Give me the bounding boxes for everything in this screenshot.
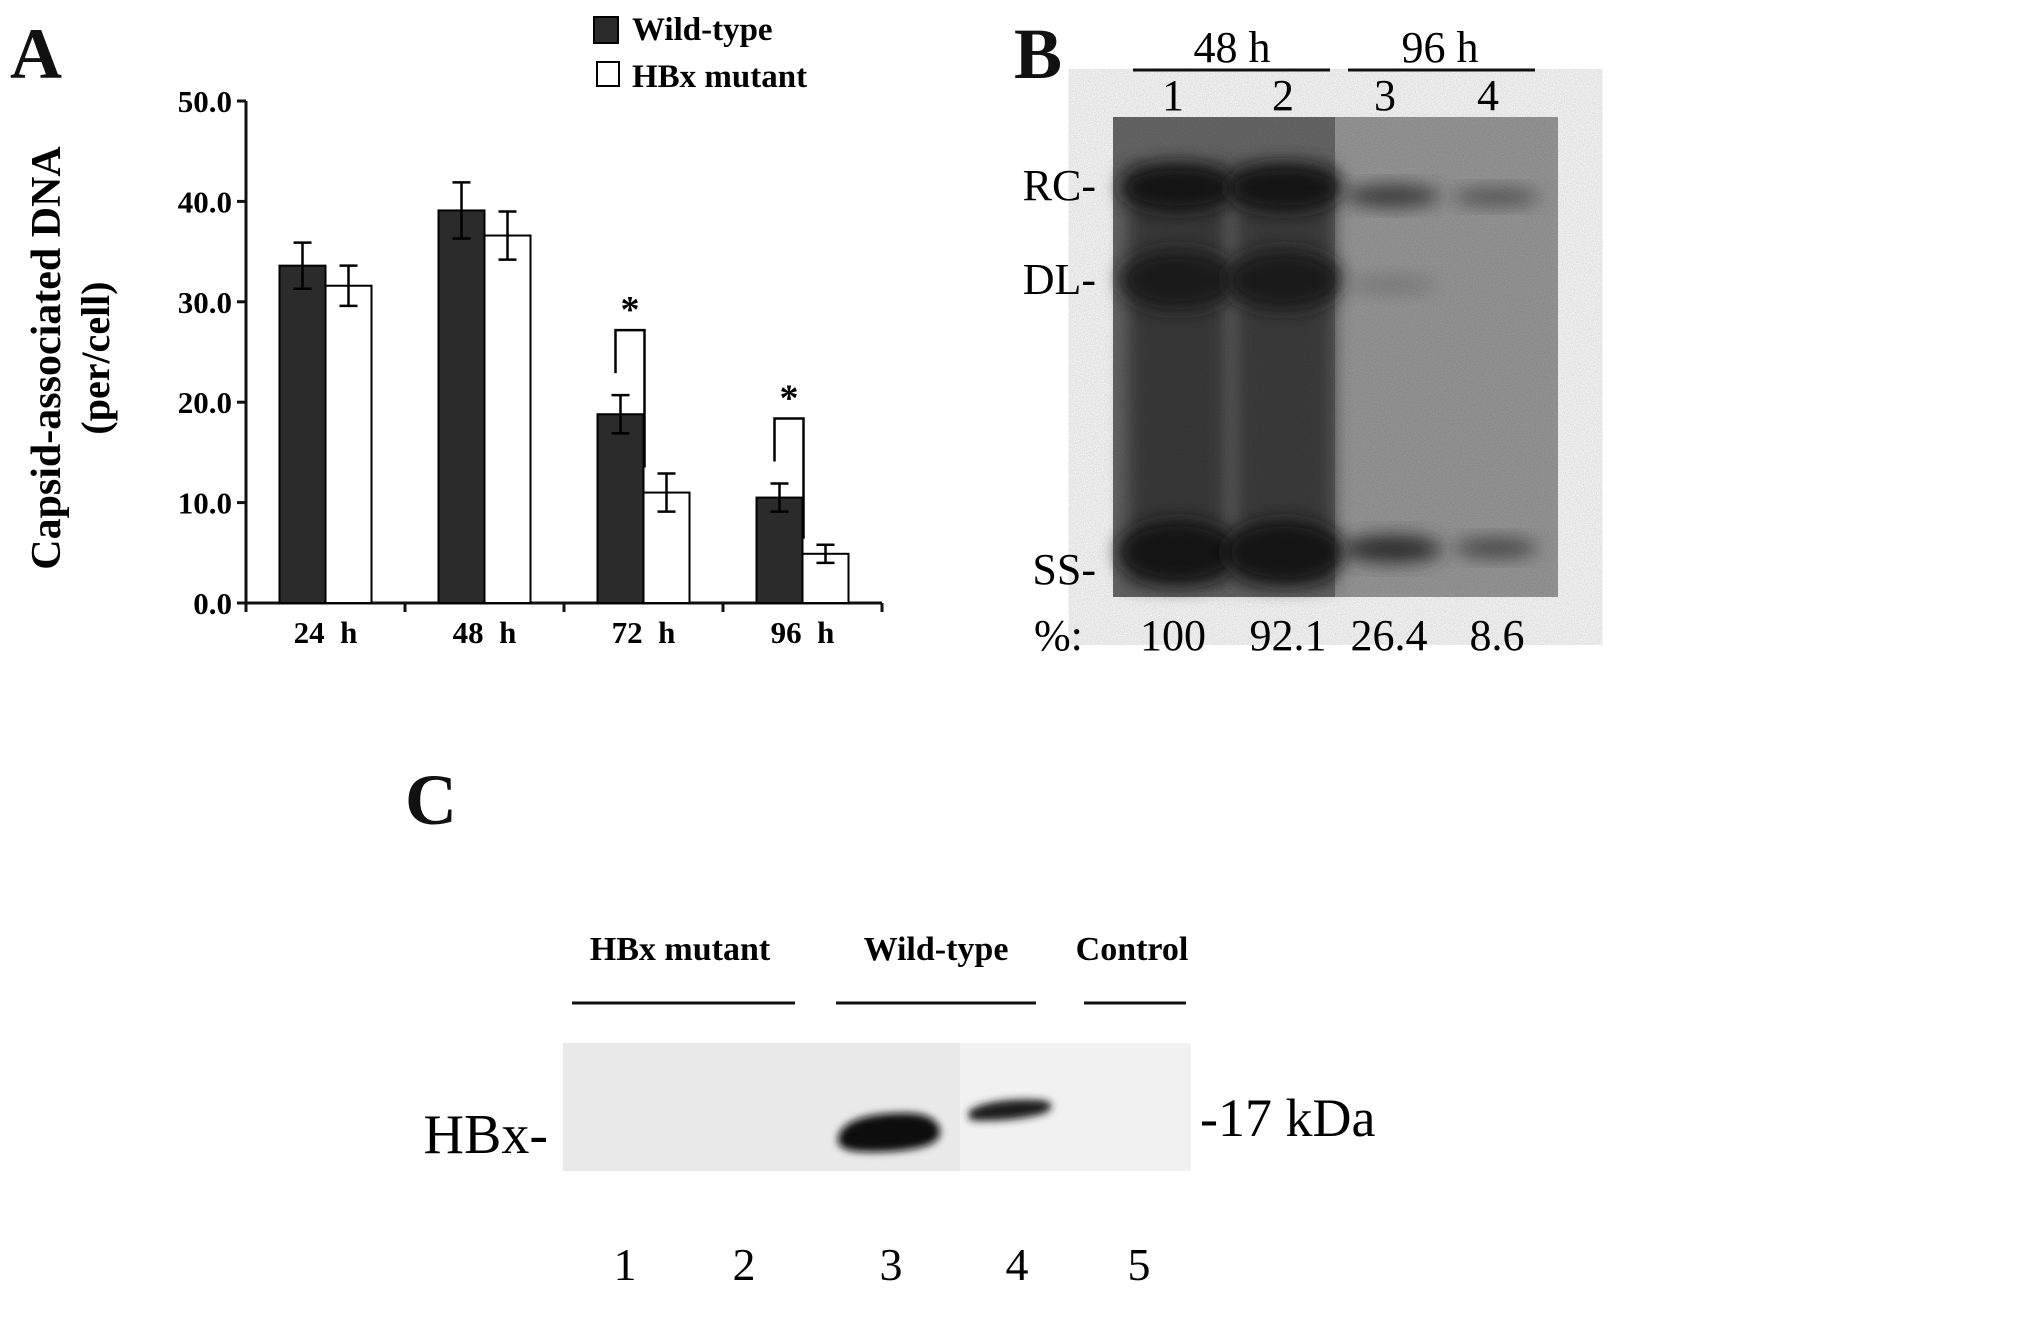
y-tick-label: 40.0	[178, 184, 232, 219]
y-axis-label: Capsid-associated DNA (per/cell)	[24, 146, 118, 570]
significance-star: *	[780, 378, 799, 420]
blot-c-group-hbx-mutant: HBx mutant	[590, 931, 771, 968]
y-tick-label: 30.0	[178, 285, 232, 320]
significance-bracket	[614, 328, 646, 468]
x-tick-label: 24 h	[294, 615, 358, 650]
blot-c-image	[563, 1043, 1191, 1171]
bar	[596, 413, 645, 604]
panel-c-blot: HBx mutant Wild-type Control HBx- -17 kD…	[424, 931, 1376, 1290]
panel-a-letter: A	[10, 14, 62, 94]
panel-c-letter: C	[405, 760, 457, 840]
bar	[755, 496, 804, 604]
y-tick-label: 0.0	[193, 586, 232, 621]
x-tick-label: 48 h	[453, 615, 517, 650]
blot-b-group-96h: 96 h	[1402, 23, 1479, 72]
legend-label-hbx-mutant: HBx mutant	[632, 59, 807, 95]
percent-lane-3: 26.4	[1351, 611, 1428, 660]
significance-star: *	[621, 289, 640, 331]
blot-b-image	[1113, 117, 1558, 597]
bar	[278, 264, 327, 604]
band-label-rc: RC-	[1023, 161, 1096, 210]
bar	[483, 234, 532, 604]
y-tick-label: 20.0	[178, 385, 232, 420]
blot-c-lane-5: 5	[1128, 1239, 1151, 1290]
blot-b-lane-4: 4	[1477, 71, 1499, 120]
panel-a-chart: Wild-type HBx mutant Capsid-associated D…	[24, 12, 884, 650]
y-axis-label-line1: Capsid-associated DNA	[24, 146, 70, 570]
percent-lane-4: 8.6	[1470, 611, 1525, 660]
blot-c-lane-1: 1	[614, 1239, 637, 1290]
legend-swatch-wild-type	[593, 16, 619, 44]
blot-b-group-48h: 48 h	[1194, 23, 1271, 72]
blot-c-lane-4: 4	[1006, 1239, 1029, 1290]
blot-b-lane-1: 1	[1162, 71, 1184, 120]
percent-label: %:	[1034, 611, 1083, 660]
legend-label-wild-type: Wild-type	[632, 12, 773, 48]
blot-c-lane-3: 3	[880, 1239, 903, 1290]
y-tick-label: 10.0	[178, 486, 232, 521]
blot-c-lane-2: 2	[733, 1239, 756, 1290]
y-tick-label: 50.0	[178, 84, 232, 119]
significance-bracket	[773, 417, 805, 539]
y-axis-label-line2: (per/cell)	[73, 281, 118, 434]
blot-b-lane-3: 3	[1374, 71, 1396, 120]
x-tick-label: 72 h	[612, 615, 676, 650]
blot-c-group-control: Control	[1076, 931, 1189, 968]
bar	[437, 209, 486, 604]
panel-b-blot: 48 h 96 h 1 2 3 4 RC- DL- SS- %: 100 92.…	[1023, 23, 1558, 660]
percent-lane-2: 92.1	[1250, 611, 1327, 660]
blot-b-lane-2: 2	[1272, 71, 1294, 120]
panel-b-letter: B	[1014, 14, 1063, 94]
percent-lane-1: 100	[1140, 611, 1206, 660]
blot-c-group-wild-type: Wild-type	[864, 931, 1009, 968]
bar	[324, 284, 373, 604]
x-tick-label: 96 h	[771, 615, 835, 650]
legend: Wild-type HBx mutant	[593, 12, 807, 95]
axes: 0.0 10.0 20.0 30.0 40.0 50.0 24 h 48 h 72 h 96 h	[178, 84, 884, 650]
legend-swatch-hbx-mutant	[596, 61, 620, 87]
bars: **	[278, 181, 850, 605]
marker-17kda: -17 kDa	[1200, 1088, 1375, 1148]
band-label-ss: SS-	[1032, 545, 1096, 594]
band-label-hbx: HBx-	[424, 1104, 548, 1166]
band-label-dl: DL-	[1023, 255, 1096, 304]
